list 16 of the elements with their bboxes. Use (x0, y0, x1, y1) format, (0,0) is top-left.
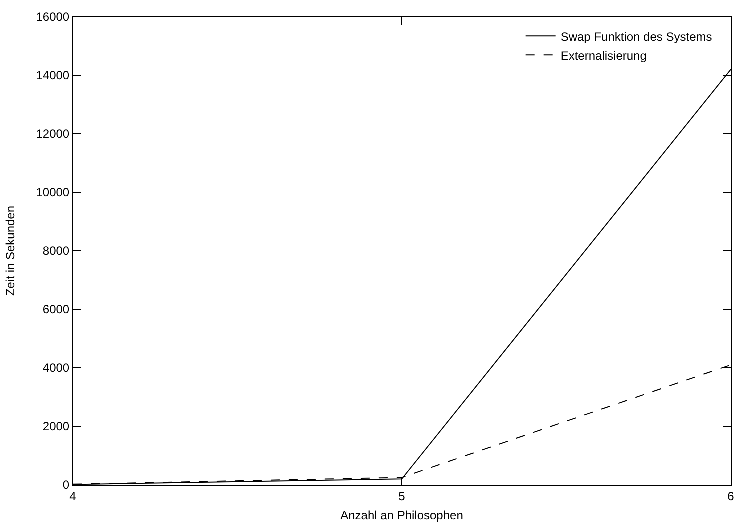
y-tick-label: 14000 (36, 68, 70, 83)
y-tick-label: 16000 (36, 10, 70, 24)
y-tick-label: 4000 (42, 361, 70, 376)
x-axis-title: Anzahl an Philosophen (340, 508, 464, 522)
x-tick-label: 6 (728, 489, 735, 504)
y-tick-label: 0 (62, 478, 70, 492)
y-tick-label: 12000 (36, 127, 70, 142)
y-tick-label: 6000 (42, 302, 70, 317)
y-tick-label: 10000 (36, 186, 70, 200)
x-tick-label: 5 (398, 489, 406, 504)
legend-label: Externalisierung (560, 48, 647, 63)
x-tick-label: 4 (70, 489, 77, 504)
y-axis-title: Zeit in Sekunden (4, 206, 18, 296)
legend-label: Swap Funktion des Systems (560, 30, 712, 44)
y-tick-label: 8000 (42, 244, 70, 258)
y-tick-label: 2000 (42, 420, 70, 434)
